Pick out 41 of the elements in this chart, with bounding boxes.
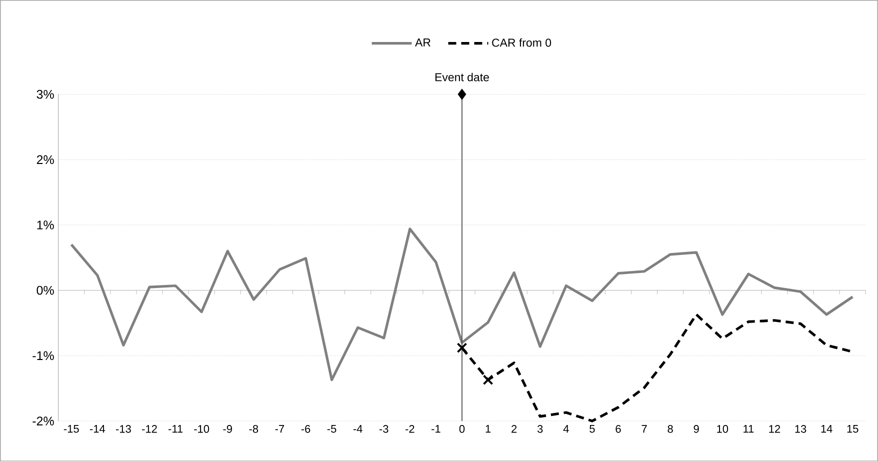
x-tick-label: 8 [668,424,673,433]
x-tick-label: 14 [821,424,832,432]
x-tick-label: -11 [168,424,183,432]
x-tick-label: 2 [512,424,517,433]
x-tick-label: -13 [116,424,131,433]
x-tick-label: -6 [301,424,310,433]
ref-line-label: Event date [435,72,489,82]
x-tick-label: 13 [795,424,806,433]
x-tick-label: 4 [563,424,569,432]
x-tick-label: 6 [616,424,621,433]
x-tick-label: -12 [142,424,157,433]
y-tick-label: 2% [36,155,54,164]
x-tick-label: -4 [353,424,362,432]
x-tick-label: 10 [717,424,728,433]
x-tick-label: 3 [537,424,543,433]
x-tick-label: -1 [432,424,440,432]
x-tick-label: -2 [406,424,414,433]
x-tick-label: -8 [249,424,258,433]
y-tick-label: -1% [32,351,54,360]
y-tick-label: -2% [32,416,54,426]
y-tick-label: 0% [36,286,54,295]
x-tick-label: -9 [223,424,232,433]
x-tick-label: 12 [769,424,780,433]
y-tick-label: 3% [36,90,54,99]
line-series [70,227,854,381]
legend-label: AR [415,38,430,46]
x-tick-label: 15 [847,424,858,433]
x-tick-label: -7 [275,424,284,432]
x-tick-label: 9 [694,424,699,433]
y-tick-label: 1% [37,220,54,230]
x-tick-label: 5 [590,424,595,433]
x-tick-label: -10 [194,424,210,433]
legend-label: CAR from 0 [492,38,552,47]
x-tick-label: -3 [379,424,388,433]
x-tick-label: -5 [327,424,336,433]
x-tick-label: 1 [486,424,491,432]
x-tick-label: -14 [90,424,106,432]
x-tick-label: -15 [64,424,79,433]
x-tick-label: 11 [744,424,754,432]
x-tick-label: 0 [459,424,465,433]
x-tick-label: 7 [642,424,647,432]
